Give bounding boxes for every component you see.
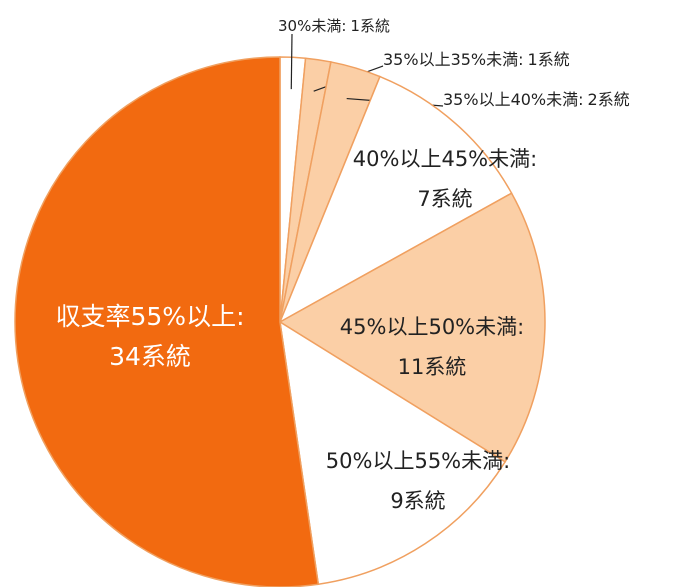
pie-slice [279,320,507,586]
value-label: 2系統 [588,90,630,109]
leader-line [290,33,293,90]
pie-slice [278,75,513,324]
category-label: 35%以上40%未満: [443,90,584,109]
category-label: 45%以上50%未満: [340,315,524,339]
pie-slice [14,56,320,587]
value-label: 9系統 [390,489,445,513]
value-label: 1系統 [350,17,390,35]
slice-label: 35%以上40%未満: 2系統 [443,90,630,109]
pie-slice [278,192,546,463]
slice-label: 35%以上35%未満: 1系統 [383,50,570,69]
slice-label: 30%未満: 1系統 [278,17,390,35]
category-label: 40%以上45%未満: [353,147,537,171]
value-label: 34系統 [109,342,191,371]
value-label: 7系統 [417,187,472,211]
value-label: 11系統 [398,355,467,379]
category-label: 35%以上35%未満: [383,50,524,69]
category-label: 50%以上55%未満: [326,449,510,473]
category-label: 30%未満: [278,17,346,35]
category-label: 収支率55%以上: [56,302,245,331]
value-label: 1系統 [528,50,570,69]
